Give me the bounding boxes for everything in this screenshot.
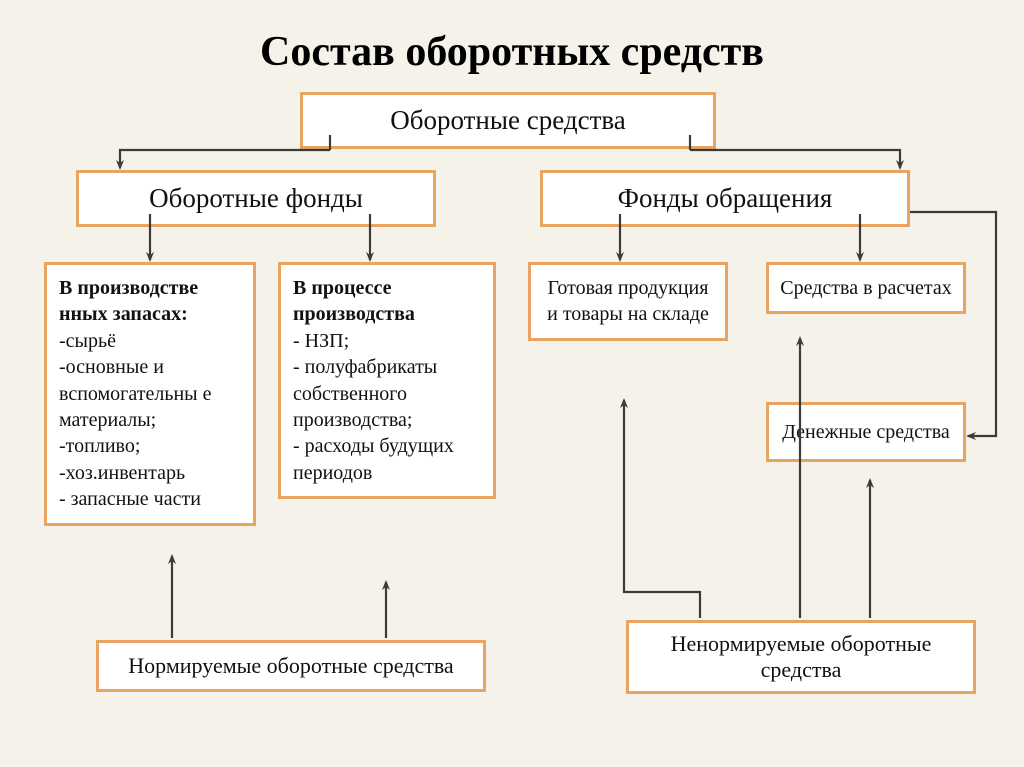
node-root-label: Оборотные средства [390,105,626,135]
node-nonnormalized-label: Ненормируемые оборотные средства [671,631,932,682]
node-circulation: Фонды обращения [540,170,910,227]
node-receivables-label: Средства в расчетах [780,277,951,299]
node-process-head: В процессе производства [293,277,415,325]
page-title: Состав оборотных средств [0,0,1024,92]
node-reserves-head: В производстве нных запасах: [59,277,198,325]
node-process-items: - НЗП; - полуфабрикаты собственного прои… [293,328,481,486]
node-cash: Денежные средства [766,402,966,462]
node-circulation-label: Фонды обращения [618,183,833,213]
node-root: Оборотные средства [300,92,716,149]
node-receivables: Средства в расчетах [766,262,966,314]
node-finished-label: Готовая продукция и товары на складе [547,277,709,325]
node-normalized-label: Нормируемые оборотные средства [128,653,453,678]
node-reserves: В производстве нных запасах: -сырьё -осн… [44,262,256,526]
node-normalized: Нормируемые оборотные средства [96,640,486,692]
node-process: В процессе производства - НЗП; - полуфаб… [278,262,496,499]
node-finished: Готовая продукция и товары на складе [528,262,728,341]
node-nonnormalized: Ненормируемые оборотные средства [626,620,976,694]
node-funds-label: Оборотные фонды [149,183,363,213]
node-reserves-items: -сырьё -основные и вспомогательны е мате… [59,328,241,513]
node-funds: Оборотные фонды [76,170,436,227]
node-cash-label: Денежные средства [782,421,950,443]
